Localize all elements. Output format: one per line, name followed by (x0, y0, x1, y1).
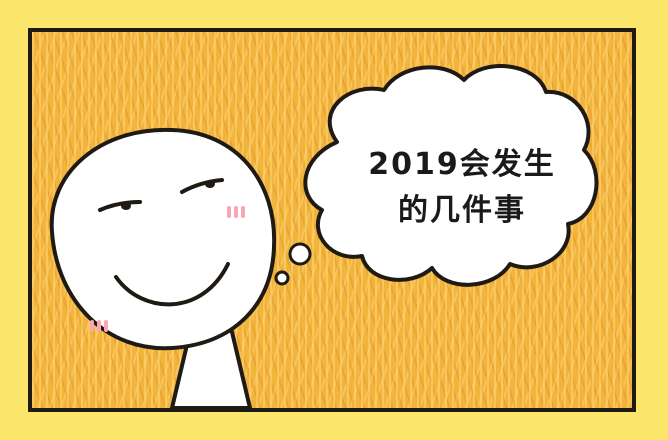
character-head (49, 127, 277, 351)
character-blush (90, 206, 245, 332)
bubble-line-1: 2019会发生 (368, 147, 556, 182)
speech-bubble-tail (288, 242, 312, 266)
bubble-line-2: 的几件事 (398, 193, 526, 228)
character-eyes (98, 178, 224, 212)
character-smile (114, 262, 230, 307)
panel-artwork (49, 64, 599, 408)
comic-panel: 2019会发生 的几件事 (28, 28, 636, 412)
speech-bubble (303, 64, 599, 287)
speech-bubble-text: 2019会发生 的几件事 (342, 142, 582, 234)
